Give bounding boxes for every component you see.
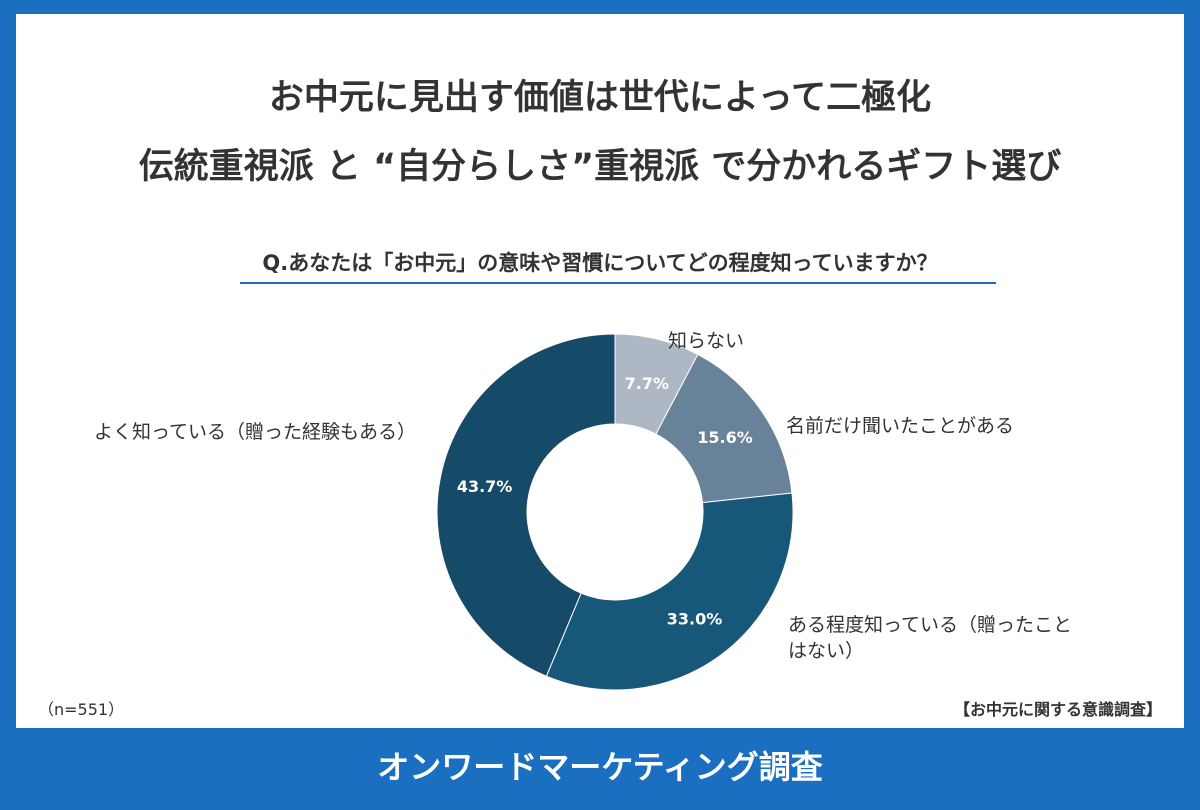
percent-labels: 7.7% 15.6% 33.0% 43.7%: [457, 374, 753, 629]
label-namae: 名前だけ聞いたことがある: [786, 415, 1014, 437]
label-shiranai: 知らない: [668, 330, 744, 352]
footer-banner: オンワードマーケティング調査: [377, 748, 823, 786]
slices: [436, 333, 794, 691]
label-aruteido-line-1: ある程度知っている（贈ったこと: [788, 614, 1072, 636]
pct-namae: 15.6%: [697, 428, 753, 447]
label-aruteido-line-2: はない）: [788, 640, 864, 662]
donut-chart: 7.7% 15.6% 33.0% 43.7% 知らない 名前だけ聞いたことがある ある…: [94, 330, 1072, 691]
pct-aruteido: 33.0%: [667, 610, 723, 629]
card: お中元に見出す価値は世代によって二極化 伝統重視派 と “自分らしさ”重視派 で…: [16, 14, 1184, 728]
title-line-2: 伝統重視派 と “自分らしさ”重視派 で分かれるギフト選び: [138, 147, 1062, 187]
label-yoku: よく知っている（贈った経験もある）: [94, 421, 416, 443]
source-note: 【お中元に関する意識調査】: [953, 700, 1162, 719]
title-line-1: お中元に見出す価値は世代によって二極化: [268, 78, 932, 118]
sample-size-note: （n=551）: [38, 700, 125, 719]
pct-shiranai: 7.7%: [625, 374, 669, 393]
pct-yoku: 43.7%: [457, 477, 513, 496]
slice-yoku: [436, 333, 616, 677]
slice-aruteido: [545, 492, 794, 691]
question-underline: [240, 282, 996, 284]
question: Q.あなたは「お中元」の意味や習慣についてどの程度知っていますか？: [262, 251, 938, 275]
